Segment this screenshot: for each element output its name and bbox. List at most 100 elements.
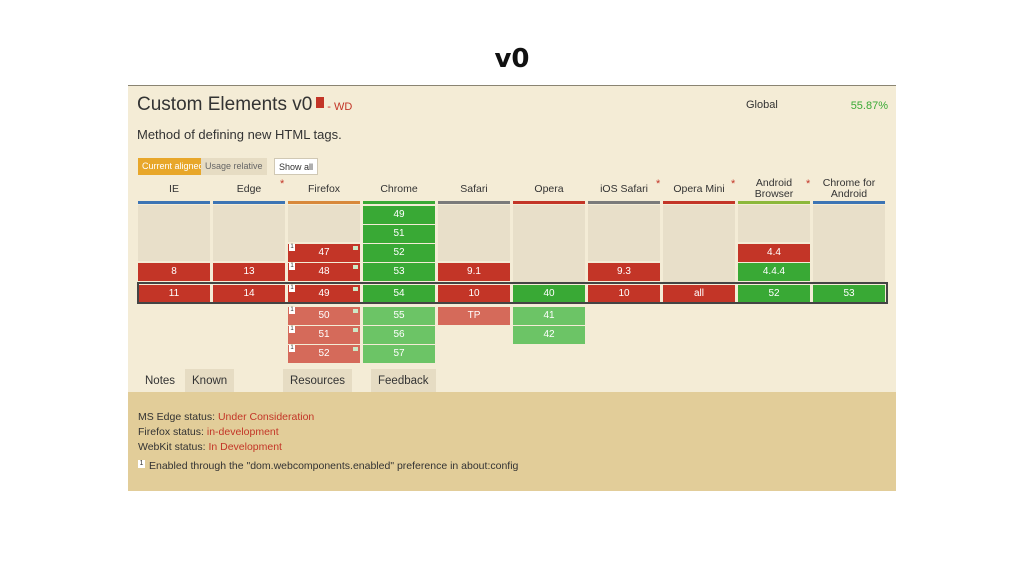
version-cell-firefox-51[interactable]: 1 51 bbox=[288, 326, 360, 344]
chrome-bar bbox=[363, 201, 435, 204]
version-cell-chrome-57[interactable]: 57 bbox=[363, 345, 435, 363]
ff-status-label: Firefox status: bbox=[138, 426, 204, 438]
version-cell-firefox-47[interactable]: 1 47 bbox=[288, 244, 360, 262]
version-cell-safari-9-1[interactable]: 9.1 bbox=[438, 263, 510, 281]
document-icon bbox=[316, 97, 325, 109]
ms-status-link[interactable]: Under Consideration bbox=[217, 411, 315, 423]
safari-bar bbox=[438, 201, 510, 204]
version-cell-firefox-49[interactable]: 1 49 bbox=[288, 285, 360, 303]
ios-bar bbox=[588, 201, 660, 204]
feature-title-text: Custom Elements v0 bbox=[137, 94, 313, 115]
flag-icon bbox=[353, 328, 358, 332]
opmini-bar bbox=[663, 201, 735, 204]
flag-icon bbox=[353, 309, 358, 313]
edge-asterisk: * bbox=[280, 178, 285, 190]
version-cell-ie-8[interactable]: 8 bbox=[138, 263, 210, 281]
version-cell-ie-11[interactable]: 11 bbox=[138, 285, 210, 303]
version-cell-opera-42[interactable]: 42 bbox=[513, 326, 585, 344]
opera-bar bbox=[513, 201, 585, 204]
footnote-number: 1 bbox=[138, 460, 145, 468]
footnote-text: Enabled through the "dom.webcomponents.e… bbox=[149, 460, 519, 472]
edge-column-bg bbox=[213, 205, 285, 261]
opmini-asterisk: * bbox=[731, 178, 736, 190]
note-webkit-status: WebKit status: In Development bbox=[138, 441, 282, 453]
footnote: 1 Enabled through the "dom.webcomponents.… bbox=[138, 460, 518, 472]
note-badge: 1 bbox=[289, 326, 295, 333]
android-asterisk: * bbox=[806, 178, 811, 190]
browser-header-chrome: Chrome bbox=[380, 182, 418, 195]
safari-column-bg bbox=[438, 205, 510, 261]
version-cell-opera-41[interactable]: 41 bbox=[513, 307, 585, 325]
ff-status-link[interactable]: in-development bbox=[206, 426, 279, 438]
browser-header-opera: Opera bbox=[534, 182, 564, 195]
browser-header-opera-mini: Opera Mini bbox=[673, 182, 725, 195]
version-cell-safari-tp[interactable]: TP bbox=[438, 307, 510, 325]
feature-title: Custom Elements v0 - WD bbox=[137, 94, 352, 116]
version-cell-chrome-51[interactable]: 51 bbox=[363, 225, 435, 243]
version-cell-chrome-52[interactable]: 52 bbox=[363, 244, 435, 262]
current-version-row bbox=[137, 282, 888, 304]
caniuse-panel: Custom Elements v0 - WD Global 55.87% Met… bbox=[128, 85, 896, 491]
android-column-bg bbox=[738, 205, 810, 242]
note-badge: 1 bbox=[289, 263, 295, 270]
cfa-column-bg bbox=[813, 205, 885, 282]
ie-column-bg bbox=[138, 205, 210, 261]
version-cell-ios-10[interactable]: 10 bbox=[588, 285, 660, 303]
opmini-column-bg bbox=[663, 205, 735, 282]
ios-column-bg bbox=[588, 205, 660, 261]
flag-icon bbox=[353, 246, 358, 250]
flag-icon bbox=[353, 287, 358, 291]
version-label: 51 bbox=[318, 329, 330, 340]
browser-header-android: Android Browser bbox=[738, 176, 810, 202]
version-label: 47 bbox=[318, 247, 330, 258]
tab-notes[interactable]: Notes bbox=[138, 369, 183, 393]
edge-bar bbox=[213, 201, 285, 204]
version-cell-android-4-4[interactable]: 4.4 bbox=[738, 244, 810, 262]
browser-header-firefox: Firefox bbox=[307, 182, 341, 195]
version-cell-opmini-all[interactable]: all bbox=[663, 285, 735, 303]
tab-resources[interactable]: Resources (14) bbox=[283, 369, 352, 411]
browser-header-ios-safari: iOS Safari bbox=[600, 182, 648, 195]
global-label: Global bbox=[746, 99, 778, 111]
slide-title: v0 bbox=[494, 44, 530, 74]
version-cell-edge-13[interactable]: 13 bbox=[213, 263, 285, 281]
version-cell-firefox-52[interactable]: 1 52 bbox=[288, 345, 360, 363]
version-cell-opera-40[interactable]: 40 bbox=[513, 285, 585, 303]
cfa-label-1: Chrome for bbox=[822, 177, 876, 189]
version-cell-android-4-4-4[interactable]: 4.4.4 bbox=[738, 263, 810, 281]
tab-feedback[interactable]: Feedback bbox=[371, 369, 436, 393]
browser-header-ie: IE bbox=[169, 182, 179, 195]
note-badge: 1 bbox=[289, 345, 295, 352]
tab-known-issues[interactable]: Known issues (0) bbox=[185, 369, 235, 435]
browser-header-safari: Safari bbox=[460, 182, 488, 195]
version-cell-chrome-53[interactable]: 53 bbox=[363, 263, 435, 281]
version-cell-chrome-55[interactable]: 55 bbox=[363, 307, 435, 325]
firefox-column-bg bbox=[288, 205, 360, 242]
ms-status-label: MS Edge status: bbox=[138, 411, 216, 423]
version-cell-ios-9-3[interactable]: 9.3 bbox=[588, 263, 660, 281]
version-label: 52 bbox=[318, 348, 330, 359]
android-label-1: Android bbox=[755, 177, 793, 189]
firefox-bar bbox=[288, 201, 360, 204]
version-cell-firefox-50[interactable]: 1 50 bbox=[288, 307, 360, 325]
opera-column-bg bbox=[513, 205, 585, 282]
version-cell-cfa-53[interactable]: 53 bbox=[813, 285, 885, 303]
spec-status[interactable]: - WD bbox=[327, 101, 353, 113]
note-firefox-status: Firefox status: in-development bbox=[138, 426, 279, 438]
wk-status-link[interactable]: In Development bbox=[208, 441, 282, 453]
version-cell-chrome-56[interactable]: 56 bbox=[363, 326, 435, 344]
version-cell-chrome-54[interactable]: 54 bbox=[363, 285, 435, 303]
version-cell-chrome-49[interactable]: 49 bbox=[363, 206, 435, 224]
version-cell-edge-14[interactable]: 14 bbox=[213, 285, 285, 303]
usage-relative-button[interactable]: Usage relative bbox=[201, 158, 267, 175]
version-cell-safari-10[interactable]: 10 bbox=[438, 285, 510, 303]
version-cell-android-52[interactable]: 52 bbox=[738, 285, 810, 303]
current-aligned-button[interactable]: Current aligned bbox=[138, 158, 208, 175]
version-label: 50 bbox=[318, 310, 330, 321]
note-badge: 1 bbox=[289, 307, 295, 314]
browser-header-chrome-android: Chrome for Android bbox=[813, 176, 885, 202]
notes-area: MS Edge status: Under Consideration Fire… bbox=[128, 392, 896, 491]
version-cell-firefox-48[interactable]: 1 48 bbox=[288, 263, 360, 281]
note-badge: 1 bbox=[289, 285, 295, 292]
show-all-button[interactable]: Show all bbox=[274, 158, 319, 175]
